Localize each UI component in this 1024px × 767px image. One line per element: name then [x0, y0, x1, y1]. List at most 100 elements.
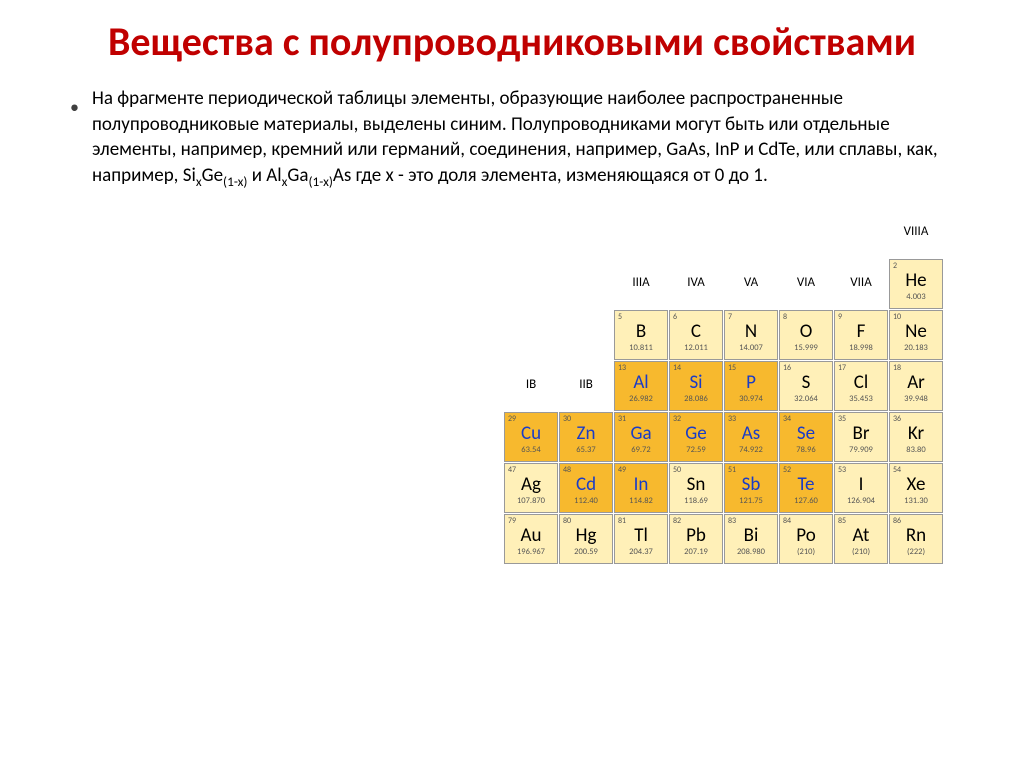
- element-symbol: P: [725, 373, 777, 392]
- element-number: 13: [618, 363, 626, 373]
- element-cell: 36Kr 83.80: [889, 412, 943, 462]
- element-cell: 5B10.811: [614, 310, 668, 360]
- element-cell: 48Cd112.40: [559, 463, 613, 513]
- element-mass: 28.086: [670, 394, 722, 404]
- table-row: IIIA IVA VA VIA VIIA 2He4.003: [504, 259, 943, 309]
- element-mass: (210): [780, 547, 832, 557]
- element-cell: 35Br79.909: [834, 412, 888, 462]
- element-mass: 107.870: [505, 496, 557, 506]
- element-mass: 196.967: [505, 547, 557, 557]
- element-symbol: Sb: [725, 475, 777, 494]
- body-seg-2: Ge: [202, 164, 223, 187]
- element-symbol: Rn: [890, 526, 942, 545]
- element-symbol: S: [780, 373, 832, 392]
- element-symbol: Ar: [890, 373, 942, 392]
- element-cell: 53I126.904: [834, 463, 888, 513]
- body-text: На фрагменте периодической таблицы элеме…: [92, 86, 954, 191]
- element-symbol: In: [615, 475, 667, 494]
- element-mass: 121.75: [725, 496, 777, 506]
- element-symbol: Po: [780, 526, 832, 545]
- element-cell: 17Cl35.453: [834, 361, 888, 411]
- element-mass: 39.948: [890, 394, 942, 404]
- element-mass: 35.453: [835, 394, 887, 404]
- element-symbol: Cu: [505, 424, 557, 443]
- element-mass: 72.59: [670, 445, 722, 455]
- element-mass: 14.007: [725, 343, 777, 353]
- element-cell: 14Si28.086: [669, 361, 723, 411]
- element-cell: 9F18.998: [834, 310, 888, 360]
- body-sub-2: (1-x): [223, 173, 247, 190]
- element-cell: 54Xe131.30: [889, 463, 943, 513]
- element-symbol: B: [615, 322, 667, 341]
- element-symbol: F: [835, 322, 887, 341]
- element-symbol: Ag: [505, 475, 557, 494]
- element-symbol: Ne: [890, 322, 942, 341]
- element-symbol: O: [780, 322, 832, 341]
- element-symbol: Ga: [615, 424, 667, 443]
- element-cell: 10Ne20.183: [889, 310, 943, 360]
- element-number: 49: [618, 465, 626, 475]
- element-symbol: Cd: [560, 475, 612, 494]
- element-mass: 30.974: [725, 394, 777, 404]
- element-number: 31: [618, 414, 626, 424]
- element-number: 51: [728, 465, 736, 475]
- element-symbol: C: [670, 322, 722, 341]
- element-mass: 10.811: [615, 343, 667, 353]
- element-cell: 52Te127.60: [779, 463, 833, 513]
- element-cell: 79Au196.967: [504, 514, 558, 564]
- element-number: 16: [783, 363, 791, 373]
- element-number: 15: [728, 363, 736, 373]
- element-cell: 86Rn(222): [889, 514, 943, 564]
- element-number: 32: [673, 414, 681, 424]
- element-number: 50: [673, 465, 681, 475]
- element-cell: 82Pb207.19: [669, 514, 723, 564]
- element-mass: 208.980: [725, 547, 777, 557]
- element-cell: 83Bi208.980: [724, 514, 778, 564]
- element-symbol: Ge: [670, 424, 722, 443]
- body-paragraph: • На фрагменте периодической таблицы эле…: [70, 86, 954, 191]
- element-number: 36: [893, 414, 901, 424]
- element-mass: 114.82: [615, 496, 667, 506]
- element-mass: 74.922: [725, 445, 777, 455]
- element-cell: 30Zn65.37: [559, 412, 613, 462]
- element-cell: 6C12.011: [669, 310, 723, 360]
- element-cell: 47Ag107.870: [504, 463, 558, 513]
- element-symbol: Te: [780, 475, 832, 494]
- col-header: VA: [724, 259, 778, 309]
- col-header: VIIA: [834, 259, 888, 309]
- element-mass: 118.69: [670, 496, 722, 506]
- element-mass: 83.80: [890, 445, 942, 455]
- element-symbol: Zn: [560, 424, 612, 443]
- element-symbol: Tl: [615, 526, 667, 545]
- element-cell: 2He4.003: [889, 259, 943, 309]
- element-symbol: As: [725, 424, 777, 443]
- bullet-icon: •: [70, 96, 78, 118]
- element-symbol: Kr: [890, 424, 942, 443]
- table-row: 5B10.811 6C12.011 7N14.007 8O15.999 9F18…: [504, 310, 943, 360]
- element-symbol: Sn: [670, 475, 722, 494]
- col-header: VIA: [779, 259, 833, 309]
- col-header: IIIA: [614, 259, 668, 309]
- table-row: 29Cu63.54 30Zn65.37 31Ga69.72 32Ge72.59 …: [504, 412, 943, 462]
- element-mass: 18.998: [835, 343, 887, 353]
- element-mass: 63.54: [505, 445, 557, 455]
- element-mass: 79.909: [835, 445, 887, 455]
- element-symbol: Au: [505, 526, 557, 545]
- element-symbol: He: [890, 271, 942, 290]
- element-mass: 69.72: [615, 445, 667, 455]
- element-mass: 65.37: [560, 445, 612, 455]
- body-seg-3: и Al: [247, 164, 281, 187]
- element-mass: 26.982: [615, 394, 667, 404]
- element-symbol: Al: [615, 373, 667, 392]
- periodic-table-fragment: VIIIA IIIA IVA VA VIA VIIA 2He4.003 5B10…: [503, 207, 944, 565]
- element-cell: 85At(210): [834, 514, 888, 564]
- element-mass: 78.96: [780, 445, 832, 455]
- element-mass: 207.19: [670, 547, 722, 557]
- element-symbol: Xe: [890, 475, 942, 494]
- element-cell: 7N14.007: [724, 310, 778, 360]
- element-number: 35: [838, 414, 846, 424]
- element-cell: 80Hg200.59: [559, 514, 613, 564]
- element-cell: 84Po(210): [779, 514, 833, 564]
- table-header-row: VIIIA: [504, 208, 943, 258]
- element-cell: 29Cu63.54: [504, 412, 558, 462]
